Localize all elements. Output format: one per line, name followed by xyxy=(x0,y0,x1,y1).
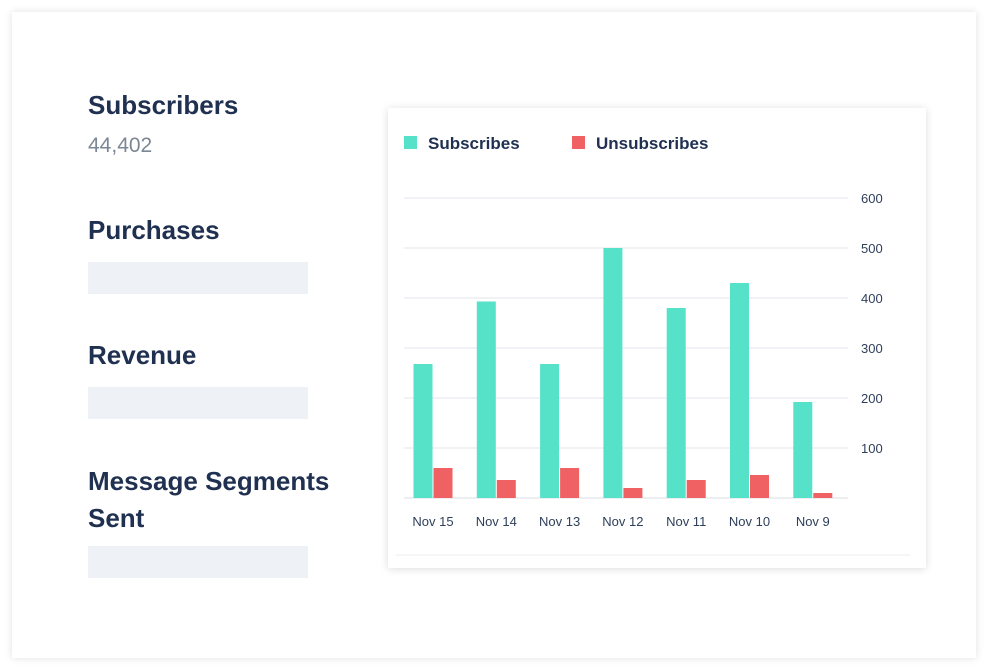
subscriptions-bar-chart: 100 200 300 400 500 600 Nov 15 Nov 14 Nov 13 Nov… xyxy=(396,134,910,556)
message-segments-title: Message Segments Sent xyxy=(88,463,348,537)
unsubscribes-bar[interactable] xyxy=(750,475,769,498)
x-tick-label: Nov 9 xyxy=(796,514,830,529)
legend-swatch-unsubscribes xyxy=(572,136,585,149)
subscribes-bar[interactable] xyxy=(476,301,496,499)
y-tick-label: 100 xyxy=(861,441,883,456)
x-tick-label: Nov 12 xyxy=(602,514,643,529)
message-segments-title-line1: Message Segments xyxy=(88,466,330,496)
subscribes-bar[interactable] xyxy=(603,248,623,498)
y-tick-label: 600 xyxy=(861,191,883,206)
unsubscribes-bar[interactable] xyxy=(813,493,833,498)
unsubscribes-bar[interactable] xyxy=(686,480,706,498)
subscribes-bar[interactable] xyxy=(413,364,433,498)
unsubscribes-bar[interactable] xyxy=(560,468,580,498)
message-segments-title-line2: Sent xyxy=(88,503,145,533)
purchases-value-placeholder xyxy=(88,262,308,294)
y-tick-label: 300 xyxy=(861,341,883,356)
message-segments-value-placeholder xyxy=(88,546,308,578)
legend-label-subscribes: Subscribes xyxy=(428,134,520,153)
unsubscribes-bar[interactable] xyxy=(433,468,453,498)
revenue-title: Revenue xyxy=(88,340,197,370)
subscribes-bar[interactable] xyxy=(540,364,560,498)
subscribers-title: Subscribers xyxy=(88,90,239,120)
subscribes-bar[interactable] xyxy=(666,308,686,498)
y-tick-label: 200 xyxy=(861,391,883,406)
legend-swatch-subscribes xyxy=(404,136,417,149)
x-tick-label: Nov 14 xyxy=(476,514,517,529)
unsubscribes-bar[interactable] xyxy=(623,488,643,498)
x-tick-label: Nov 10 xyxy=(729,514,770,529)
legend-label-unsubscribes: Unsubscribes xyxy=(596,134,708,153)
y-tick-label: 400 xyxy=(861,291,883,306)
unsubscribes-bar[interactable] xyxy=(496,480,516,498)
subscribes-bar[interactable] xyxy=(730,283,749,498)
subscribes-bar[interactable] xyxy=(793,402,813,498)
x-tick-label: Nov 13 xyxy=(539,514,580,529)
x-tick-label: Nov 15 xyxy=(412,514,453,529)
purchases-title: Purchases xyxy=(88,215,220,245)
subscriptions-chart-card: 100 200 300 400 500 600 Nov 15 Nov 14 Nov 13 Nov… xyxy=(388,108,926,568)
subscribers-value: 44,402 xyxy=(88,134,153,157)
y-tick-label: 500 xyxy=(861,241,883,256)
revenue-value-placeholder xyxy=(88,387,308,419)
x-tick-label: Nov 11 xyxy=(666,514,706,529)
